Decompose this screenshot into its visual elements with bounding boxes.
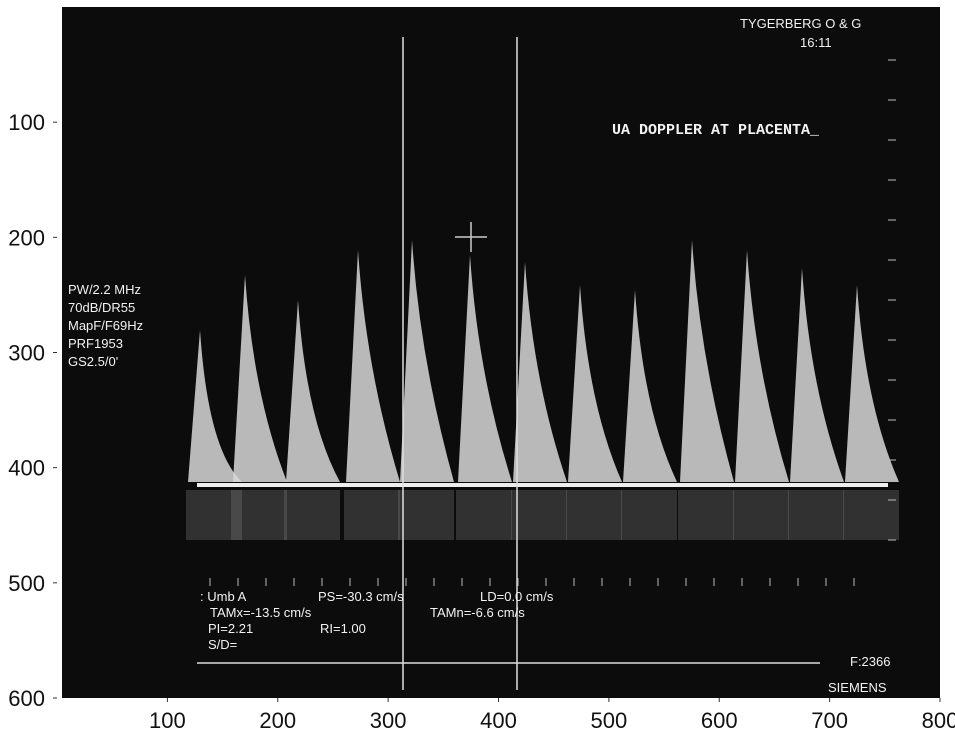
image-title: UA DOPPLER AT PLACENTA_ xyxy=(612,122,820,139)
measurement: RI=1.00 xyxy=(320,621,366,636)
waveform-peak xyxy=(568,285,622,482)
setting: 70dB/DR55 xyxy=(68,300,135,315)
setting: PRF1953 xyxy=(68,336,123,351)
waveform-peak xyxy=(286,300,340,482)
setting: GS2.5/0' xyxy=(68,354,118,369)
waveform-noise xyxy=(284,490,340,540)
waveform-noise xyxy=(566,490,622,540)
measurement: LD=0.0 cm/s xyxy=(480,589,554,604)
waveform-noise xyxy=(511,490,567,540)
footer-text: SIEMENS xyxy=(828,680,887,695)
waveform-noise xyxy=(344,490,400,540)
y-tick-label: 500 xyxy=(8,571,45,596)
waveform-noise xyxy=(843,490,899,540)
waveform-noise xyxy=(398,490,454,540)
measurement: TAMn=-6.6 cm/s xyxy=(430,605,525,620)
waveform-peak xyxy=(790,268,844,482)
x-tick-label: 400 xyxy=(480,708,517,733)
waveform-peak xyxy=(458,255,512,482)
y-tick-label: 300 xyxy=(8,341,45,366)
x-tick-label: 300 xyxy=(370,708,407,733)
header-text: 16:11 xyxy=(800,35,832,50)
waveform-peak xyxy=(623,290,677,482)
waveform-peak xyxy=(346,250,400,482)
x-tick-label: 600 xyxy=(701,708,738,733)
y-tick-label: 100 xyxy=(8,110,45,135)
waveform-peak xyxy=(845,285,899,482)
waveform-noise xyxy=(231,490,287,540)
waveform-noise xyxy=(788,490,844,540)
ultrasound-image xyxy=(62,7,940,698)
x-tick-label: 700 xyxy=(811,708,848,733)
header-text: TYGERBERG O & G xyxy=(740,16,861,31)
waveform-noise xyxy=(678,490,734,540)
doppler-waveform xyxy=(186,240,899,540)
waveform-noise xyxy=(456,490,512,540)
time-scale xyxy=(209,59,896,586)
waveform-peak xyxy=(735,250,789,482)
waveform-peak xyxy=(513,262,567,482)
waveform-noise xyxy=(621,490,677,540)
x-tick-label: 200 xyxy=(259,708,296,733)
x-tick-label: 800 xyxy=(922,708,955,733)
crosshair xyxy=(455,222,487,252)
y-tick-label: 600 xyxy=(8,686,45,711)
waveform-noise xyxy=(733,490,789,540)
waveform-peak xyxy=(233,275,287,482)
x-tick-label: 500 xyxy=(591,708,628,733)
measurement: S/D= xyxy=(208,637,237,652)
measurement: PI=2.21 xyxy=(208,621,253,636)
measurement: TAMx=-13.5 cm/s xyxy=(210,605,312,620)
measurement: : Umb A xyxy=(200,589,247,604)
footer-text: F:2366 xyxy=(850,654,890,669)
setting: PW/2.2 MHz xyxy=(68,282,141,297)
waveform-noise xyxy=(186,490,242,540)
y-tick-label: 400 xyxy=(8,456,45,481)
waveform-peak xyxy=(188,330,242,482)
measurement: PS=-30.3 cm/s xyxy=(318,589,404,604)
waveform-peak xyxy=(680,240,734,482)
waveform-peak xyxy=(400,240,454,482)
y-tick-label: 200 xyxy=(8,225,45,250)
x-tick-label: 100 xyxy=(149,708,186,733)
setting: MapF/F69Hz xyxy=(68,318,143,333)
